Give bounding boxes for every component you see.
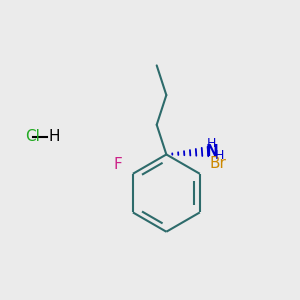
- Text: H: H: [207, 137, 216, 150]
- Text: H: H: [215, 148, 224, 162]
- Text: N: N: [205, 144, 218, 159]
- Text: F: F: [113, 158, 122, 172]
- Text: Cl: Cl: [25, 129, 40, 144]
- Text: H: H: [49, 129, 60, 144]
- Text: Br: Br: [209, 156, 226, 171]
